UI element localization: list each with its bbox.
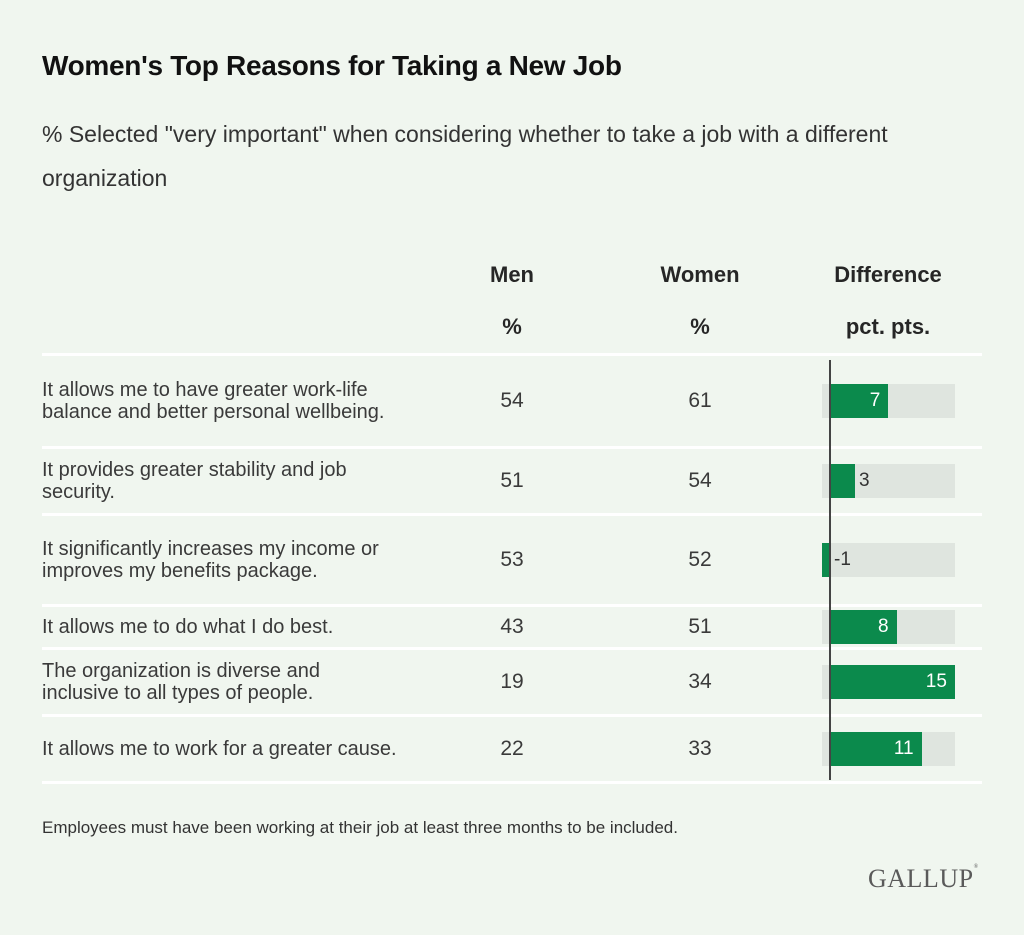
- difference-bar: [830, 731, 922, 766]
- gallup-logo: GALLUP®: [868, 864, 979, 894]
- difference-value: 11: [893, 737, 914, 759]
- difference-bar: [830, 384, 889, 418]
- men-value: 53: [500, 547, 524, 571]
- row-separator: [42, 647, 982, 650]
- zero-axis-line: [829, 360, 831, 780]
- logo-text: GALLUP: [868, 864, 974, 893]
- difference-value: 7: [869, 390, 881, 411]
- women-column-unit: %: [690, 314, 710, 339]
- men-value: 54: [500, 389, 524, 412]
- chart-title: Women's Top Reasons for Taking a New Job: [42, 50, 622, 81]
- difference-column-unit: pct. pts.: [845, 314, 931, 339]
- row-label: It provides greater stability and job se…: [42, 458, 347, 503]
- women-value: 34: [688, 669, 712, 693]
- row-label: The organization is diverse and inclusiv…: [42, 659, 320, 704]
- difference-value: -1: [834, 548, 851, 570]
- difference-bar: [821, 542, 830, 577]
- row-separator: [42, 781, 982, 784]
- difference-bar: [830, 664, 955, 699]
- row-separator: [42, 714, 982, 717]
- footnote: Employees must have been working at thei…: [42, 818, 678, 837]
- women-value: 51: [688, 614, 712, 638]
- men-value: 43: [500, 614, 524, 638]
- row-label: It allows me to do what I do best.: [42, 615, 334, 638]
- men-value: 22: [500, 736, 524, 760]
- difference-column-header: Difference: [834, 262, 942, 287]
- difference-value: 3: [858, 469, 870, 491]
- row-label: It significantly increases my income or …: [42, 537, 379, 582]
- row-separator: [42, 353, 982, 356]
- difference-value: 8: [878, 615, 889, 637]
- men-value: 19: [500, 669, 524, 693]
- row-separator: [42, 604, 982, 607]
- difference-value: 15: [925, 670, 947, 692]
- men-column-unit: %: [502, 314, 522, 339]
- women-value: 61: [688, 389, 712, 412]
- row-label: It allows me to have greater work-life b…: [42, 379, 385, 423]
- row-separator: [42, 446, 982, 449]
- difference-bar-track: [821, 542, 955, 577]
- row-label: It allows me to work for a greater cause…: [42, 737, 397, 760]
- women-value: 54: [688, 468, 712, 492]
- men-column-header: Men: [490, 262, 534, 287]
- difference-bar: [830, 463, 855, 498]
- chart-subtitle: % Selected "very important" when conside…: [42, 121, 888, 191]
- women-column-header: Women: [660, 262, 740, 287]
- women-value: 33: [688, 736, 712, 760]
- row-separator: [42, 513, 982, 516]
- men-value: 51: [500, 468, 524, 492]
- difference-bar: [830, 609, 897, 644]
- women-value: 52: [688, 547, 712, 571]
- registered-mark: ®: [973, 864, 979, 870]
